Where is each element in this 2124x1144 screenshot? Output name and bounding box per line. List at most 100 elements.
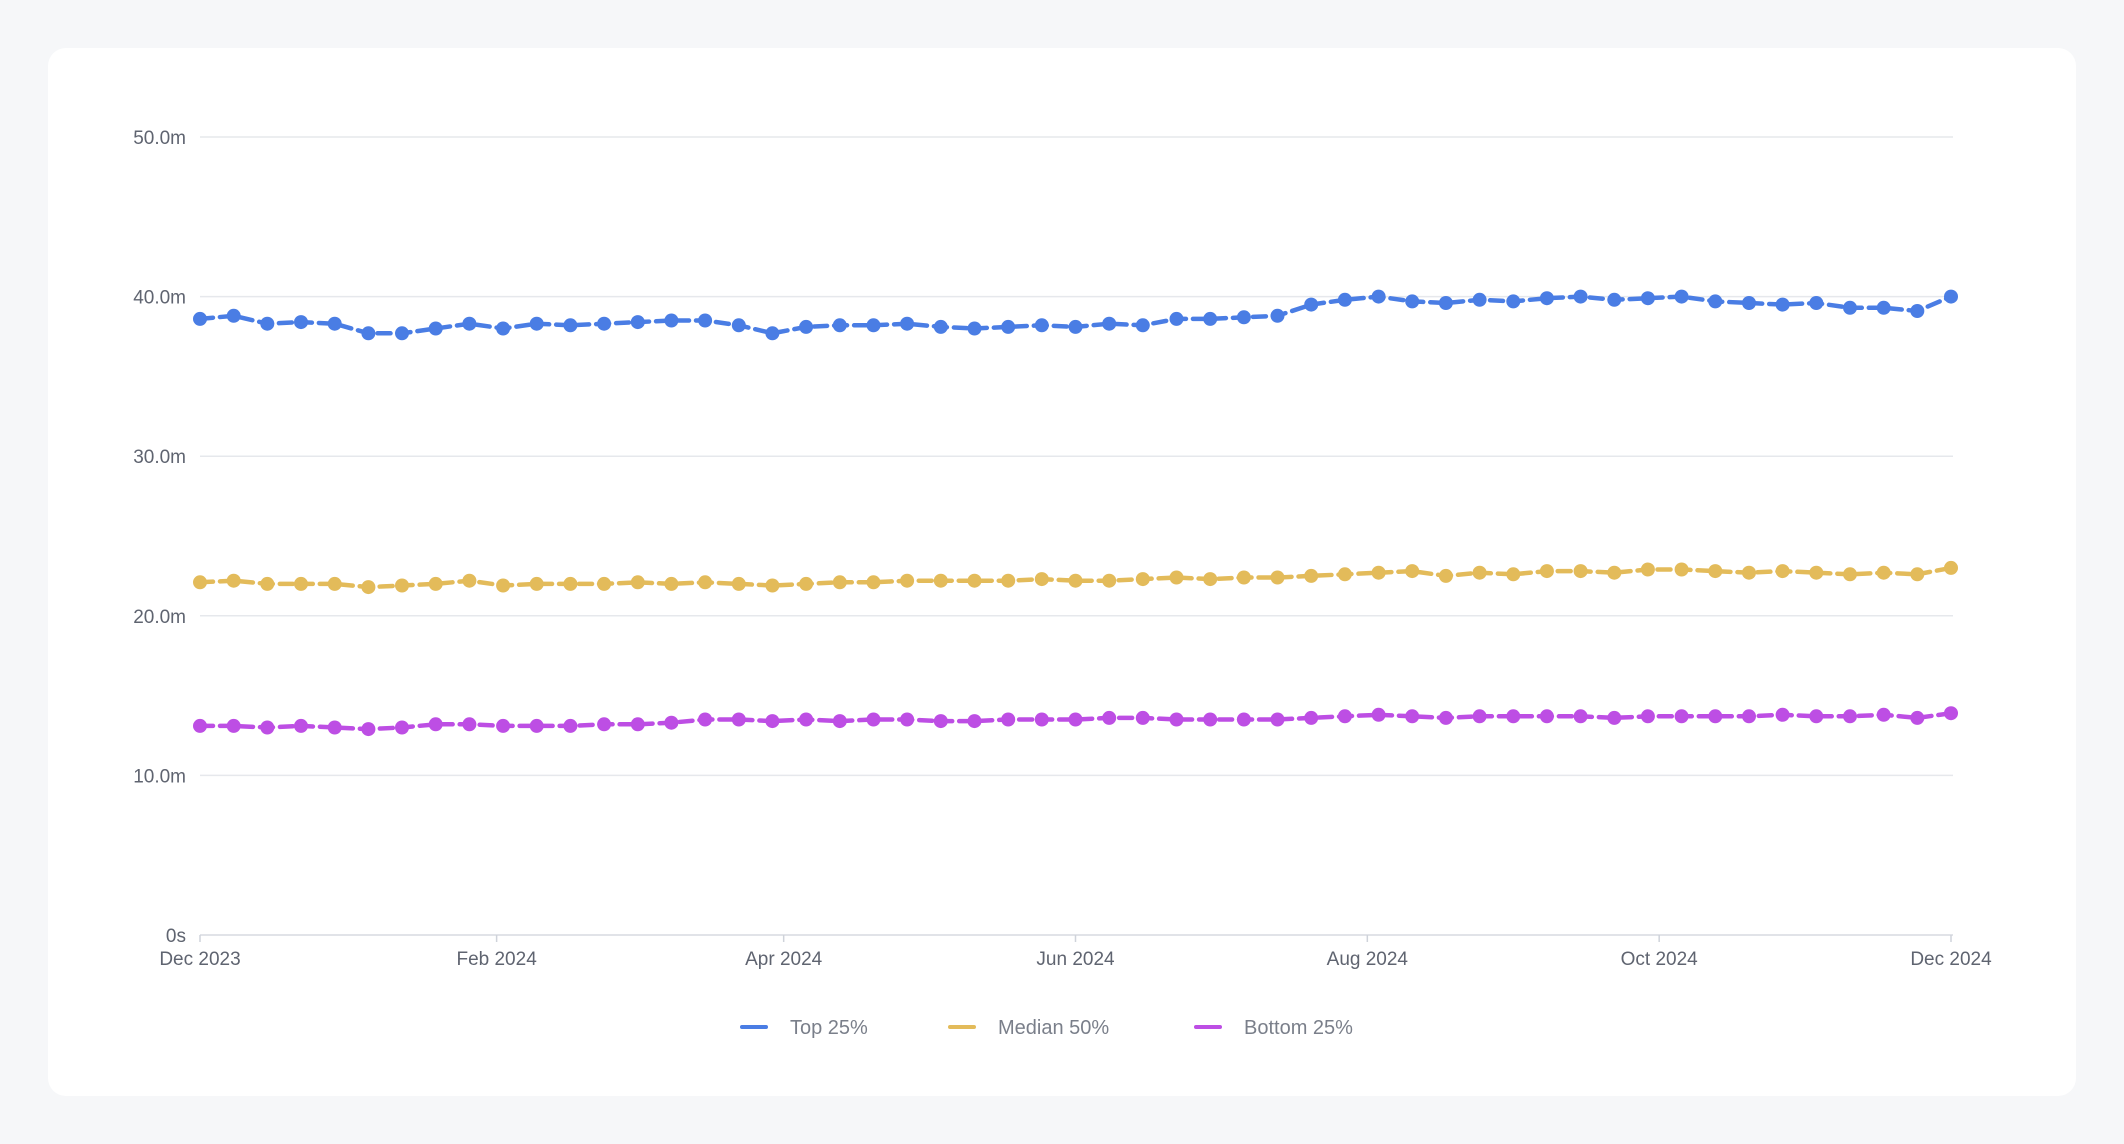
data-point bbox=[866, 575, 881, 590]
data-point bbox=[1472, 709, 1487, 724]
data-point bbox=[1573, 289, 1588, 304]
data-point bbox=[1034, 712, 1049, 727]
data-point bbox=[1775, 707, 1790, 722]
legend: Top 25% Median 50% Bottom 25% bbox=[740, 1017, 1353, 1039]
data-point bbox=[1405, 294, 1420, 309]
data-point bbox=[1944, 560, 1958, 575]
series-line bbox=[197, 565, 1954, 590]
data-point bbox=[1169, 311, 1184, 326]
data-point bbox=[1708, 294, 1723, 309]
data-point bbox=[1304, 568, 1319, 583]
data-point bbox=[529, 718, 544, 733]
data-point bbox=[832, 575, 847, 590]
data-point bbox=[1001, 319, 1016, 334]
data-point bbox=[597, 576, 612, 591]
series-line bbox=[197, 710, 1954, 732]
data-point bbox=[1809, 565, 1824, 580]
data-point bbox=[1506, 294, 1521, 309]
data-point bbox=[1539, 291, 1554, 306]
data-point bbox=[1573, 564, 1588, 579]
data-point bbox=[1843, 567, 1857, 582]
data-point bbox=[327, 316, 342, 331]
data-point bbox=[1742, 296, 1756, 310]
data-point bbox=[1001, 573, 1016, 588]
data-point bbox=[1876, 300, 1891, 315]
data-point bbox=[395, 326, 409, 341]
legend-item: Median 50% bbox=[948, 1017, 1109, 1039]
x-tick-label: Dec 2023 bbox=[159, 949, 240, 970]
data-point bbox=[630, 315, 645, 330]
data-point bbox=[664, 576, 679, 591]
data-point bbox=[395, 720, 409, 735]
data-point bbox=[1910, 567, 1925, 582]
data-point bbox=[731, 318, 746, 333]
legend-label: Top 25% bbox=[790, 1017, 868, 1039]
data-point bbox=[428, 576, 443, 591]
data-point bbox=[1371, 707, 1386, 722]
data-point bbox=[1135, 710, 1150, 725]
data-point bbox=[327, 576, 342, 591]
data-point bbox=[294, 576, 308, 591]
legend-item: Top 25% bbox=[740, 1017, 868, 1039]
data-point bbox=[462, 316, 477, 331]
data-point bbox=[193, 718, 207, 733]
legend-label: Bottom 25% bbox=[1244, 1017, 1353, 1039]
y-axis-ticks: 0s 10.0m 20.0m 30.0m 40.0m 50.0m bbox=[133, 128, 186, 947]
data-point bbox=[832, 318, 847, 333]
data-point bbox=[1371, 289, 1386, 304]
data-point bbox=[563, 318, 578, 333]
data-point bbox=[933, 714, 948, 729]
x-axis-ticks: Dec 2023 Feb 2024 Apr 2024 Jun 2024 Aug 2024… bbox=[159, 935, 1992, 970]
data-point bbox=[361, 722, 376, 737]
data-point bbox=[428, 717, 443, 732]
data-point bbox=[731, 712, 746, 727]
data-point bbox=[1034, 572, 1049, 587]
data-point bbox=[900, 712, 915, 727]
data-point bbox=[664, 313, 679, 328]
data-point bbox=[1135, 318, 1150, 333]
data-point bbox=[1337, 709, 1352, 724]
data-point bbox=[462, 717, 477, 732]
series-bottom-25 bbox=[193, 706, 1958, 737]
data-point bbox=[1640, 562, 1655, 577]
data-point bbox=[1607, 292, 1622, 307]
series-top-25 bbox=[193, 289, 1958, 341]
data-point bbox=[1068, 573, 1083, 588]
data-point bbox=[361, 580, 376, 595]
data-point bbox=[1169, 712, 1184, 727]
data-point bbox=[698, 313, 713, 328]
data-point bbox=[1405, 564, 1420, 579]
y-tick-label: 50.0m bbox=[133, 128, 186, 149]
data-point bbox=[832, 714, 847, 729]
data-point bbox=[1304, 710, 1319, 725]
line-chart: 0s 10.0m 20.0m 30.0m 40.0m 50.0m Dec 2023 Feb … bbox=[133, 128, 1992, 1039]
data-point bbox=[1809, 709, 1824, 724]
data-point bbox=[1742, 565, 1756, 580]
data-point bbox=[563, 718, 578, 733]
data-point bbox=[1371, 565, 1386, 580]
data-point bbox=[361, 326, 376, 341]
data-point bbox=[1910, 304, 1925, 318]
data-point bbox=[462, 573, 477, 588]
data-point bbox=[1236, 310, 1251, 325]
series-median-50 bbox=[193, 560, 1958, 595]
data-point bbox=[698, 712, 713, 727]
data-point bbox=[933, 319, 948, 334]
data-point bbox=[799, 576, 814, 591]
y-tick-label: 40.0m bbox=[133, 288, 186, 309]
data-point bbox=[1102, 710, 1117, 725]
data-point bbox=[260, 316, 275, 331]
data-point bbox=[1843, 300, 1857, 315]
data-point bbox=[1438, 296, 1453, 310]
data-point bbox=[1944, 706, 1958, 721]
y-tick-label: 20.0m bbox=[133, 607, 186, 628]
data-point bbox=[226, 308, 241, 323]
x-tick-label: Dec 2024 bbox=[1910, 949, 1992, 970]
plot-area bbox=[193, 289, 1958, 737]
data-point bbox=[1034, 318, 1049, 333]
data-point bbox=[1270, 570, 1285, 585]
data-point bbox=[1539, 564, 1554, 579]
data-point bbox=[1337, 292, 1352, 307]
data-point bbox=[1607, 710, 1622, 725]
data-point bbox=[1843, 709, 1857, 724]
